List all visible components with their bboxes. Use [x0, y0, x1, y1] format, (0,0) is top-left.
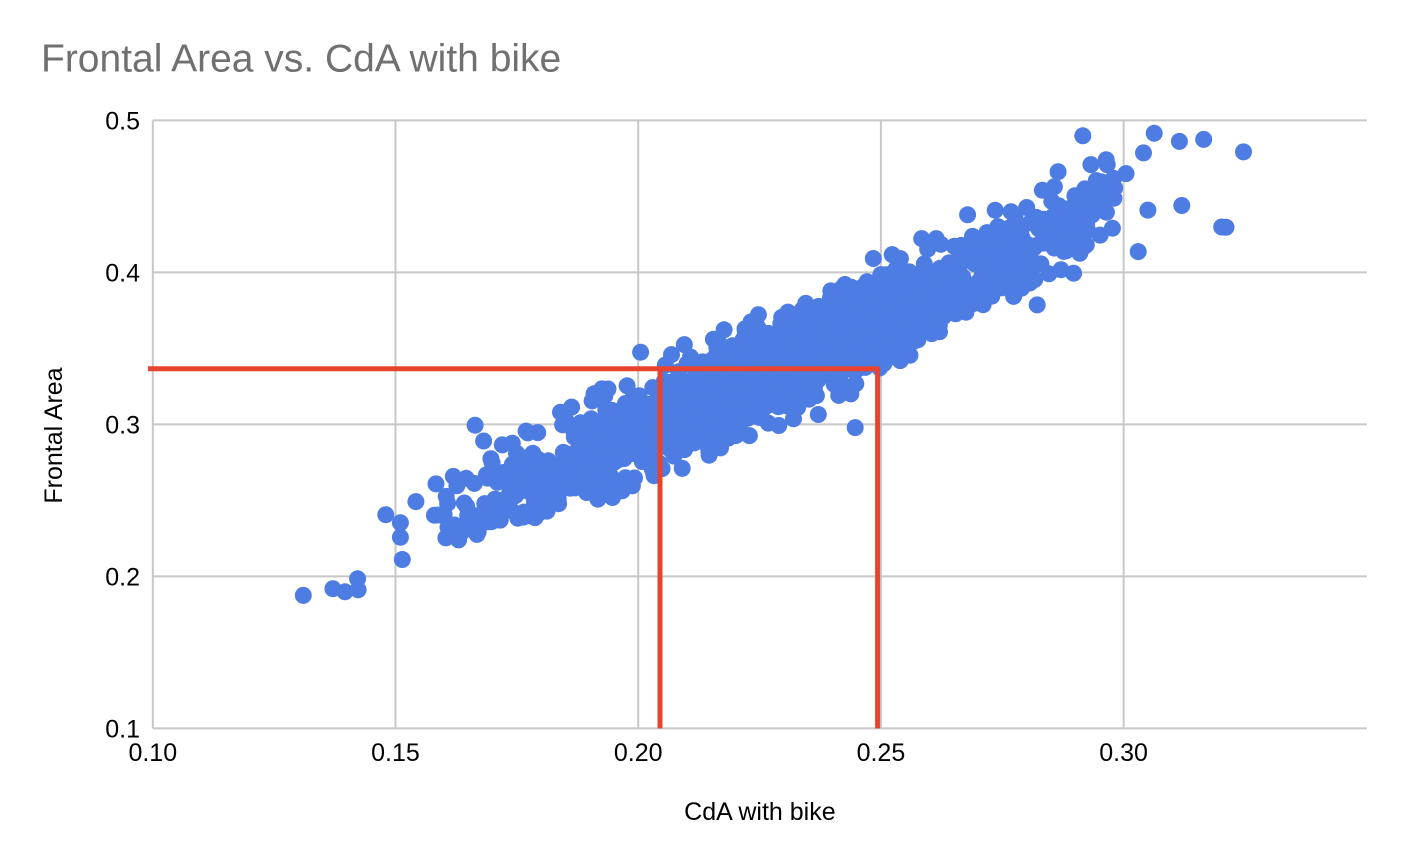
svg-text:0.2: 0.2 [105, 564, 140, 592]
svg-text:CdA with bike: CdA with bike [684, 798, 835, 826]
svg-text:0.20: 0.20 [614, 739, 663, 767]
svg-text:0.4: 0.4 [105, 260, 140, 288]
svg-text:Frontal Area: Frontal Area [40, 367, 68, 503]
svg-text:0.25: 0.25 [857, 739, 906, 767]
svg-text:0.3: 0.3 [105, 412, 140, 440]
svg-text:0.5: 0.5 [105, 108, 140, 136]
svg-text:Frontal Area vs. CdA with bike: Frontal Area vs. CdA with bike [41, 37, 561, 80]
svg-text:0.10: 0.10 [128, 739, 177, 767]
svg-text:0.15: 0.15 [371, 739, 420, 767]
svg-text:0.1: 0.1 [105, 716, 140, 744]
svg-text:0.30: 0.30 [1099, 739, 1148, 767]
